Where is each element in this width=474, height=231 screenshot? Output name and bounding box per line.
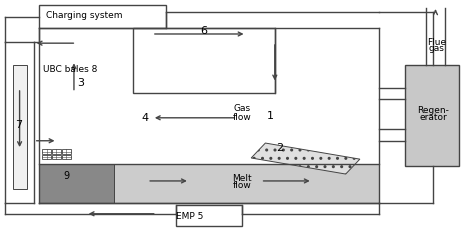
Text: Charging system: Charging system: [46, 11, 122, 20]
Bar: [175, 205, 242, 226]
Text: flow: flow: [232, 113, 251, 122]
Bar: [133, 28, 275, 93]
Text: 2: 2: [276, 143, 283, 153]
Text: UBC bales 8: UBC bales 8: [44, 65, 98, 74]
Text: 6: 6: [201, 26, 208, 36]
Bar: [38, 164, 379, 203]
Bar: [52, 155, 61, 159]
Text: 1: 1: [266, 110, 273, 121]
Bar: [52, 149, 61, 154]
Bar: [38, 164, 114, 203]
Text: Melt: Melt: [232, 174, 252, 183]
Polygon shape: [251, 143, 360, 174]
Text: erator: erator: [419, 113, 447, 122]
Bar: [42, 149, 51, 154]
Text: Regen-: Regen-: [417, 106, 449, 116]
Bar: [62, 155, 71, 159]
Text: flow: flow: [232, 181, 251, 190]
Text: Flue: Flue: [427, 37, 446, 46]
Text: gas: gas: [428, 44, 445, 53]
Text: EMP 5: EMP 5: [176, 212, 203, 221]
Text: 3: 3: [78, 78, 84, 88]
Text: 4: 4: [141, 113, 148, 123]
Bar: [62, 149, 71, 154]
Bar: [38, 5, 166, 28]
Bar: [405, 65, 459, 166]
Bar: [42, 155, 51, 159]
Text: 9: 9: [64, 171, 70, 181]
Bar: [12, 65, 27, 189]
Text: Gas: Gas: [233, 104, 250, 113]
Text: 7: 7: [15, 120, 22, 130]
